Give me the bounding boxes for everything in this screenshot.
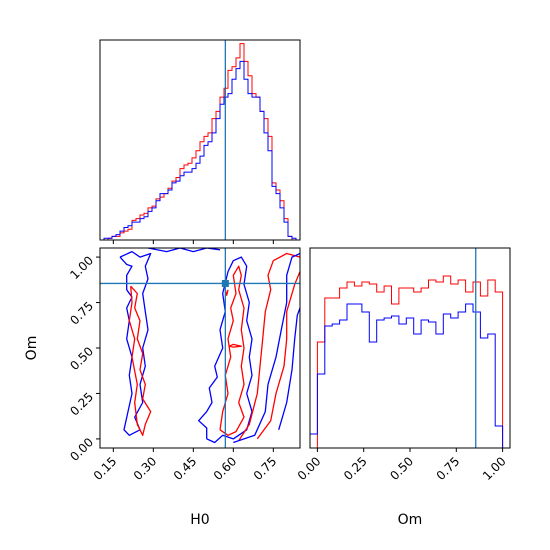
y-tick-label-contour-h0-om-0: 0.00 [67,435,96,464]
y-tick-label-contour-h0-om-2: 0.50 [67,344,96,373]
xlabel-h0: H0 [190,512,209,528]
ylabel-om: Om [24,336,40,361]
panel-hist-om: 0.00 0.25 0.50 0.75 1.00 Om [295,247,511,528]
panel-contour-h0-om: 0.15 0.30 0.45 0.60 0.75 0.00 0.25 0.50 0.75 1.0… [24,247,301,528]
panel-frame-hist-h0 [99,39,301,241]
contour-line-6 [233,252,300,444]
x-tick-label-hist-om-2: 0.50 [387,454,416,483]
histogram-series-hist-om-1 [310,303,510,448]
contour-line-4 [219,265,245,436]
x-tick-label-contour-h0-om-3: 0.60 [211,454,240,483]
x-tick-label-hist-om-1: 0.25 [341,454,370,483]
contour-line-5 [238,252,300,442]
histogram-series-hist-h0-1 [100,60,300,240]
x-tick-label-hist-om-3: 0.75 [434,454,463,483]
truth-marker [221,279,229,287]
x-tick-label-contour-h0-om-0: 0.15 [91,454,120,483]
x-tick-label-hist-om-4: 1.00 [480,454,509,483]
panel-frame-hist-om [309,247,511,449]
histogram-series-hist-om-0 [310,275,510,448]
x-tick-label-hist-om-0: 0.00 [295,454,324,483]
contour-line-8 [278,307,300,430]
contour-line-9 [229,343,242,348]
panel-frame-contour [99,247,301,449]
x-tick-label-contour-h0-om-2: 0.45 [171,454,200,483]
contour-line-1 [128,285,152,436]
panel-hist-h0 [99,39,301,244]
y-tick-label-contour-h0-om-1: 0.25 [67,390,96,419]
contour-line-2 [147,248,221,253]
contour-line-7 [256,271,300,440]
x-tick-label-contour-h0-om-1: 0.30 [131,454,160,483]
y-tick-label-contour-h0-om-4: 1.00 [67,253,96,282]
y-tick-label-contour-h0-om-3: 0.75 [67,299,96,328]
histogram-series-hist-h0-0 [100,43,300,240]
contour-line-3 [198,256,253,444]
xlabel-om: Om [398,512,423,528]
x-tick-label-contour-h0-om-4: 0.75 [251,454,280,483]
